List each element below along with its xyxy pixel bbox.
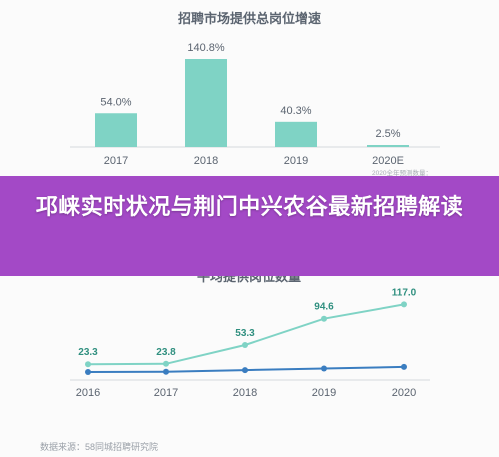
bar-value-label: 140.8% [187,42,225,54]
bar [367,145,409,147]
note-line: 2020全年预测数量： [372,168,432,177]
bar-category-label: 2019 [284,155,308,167]
x-tick-label: 2019 [312,387,336,399]
title-banner: 邛崃实时状况与荆门中兴农谷最新招聘解读 [0,176,499,276]
point-value-label: 23.3 [78,347,98,358]
bar [275,121,317,147]
article-title: 邛崃实时状况与荆门中兴农谷最新招聘解读 [35,194,464,219]
bar-chart-title: 招聘市场提供总岗位增速 [177,11,321,26]
bar [95,113,137,147]
series-point [321,365,327,372]
bar-chart: 54.0% 2017 140.8% 2018 40.3% 2019 2.5% 2020E [70,42,440,167]
bar-category-label: 2018 [194,155,218,167]
bar-category-label: 2020E [372,155,404,167]
x-tick-label: 2017 [154,387,178,399]
series-point [163,360,169,367]
x-tick-label: 2020 [392,387,416,399]
series-point [85,361,91,368]
bar-value-label: 54.0% [100,96,131,108]
point-value-label: 117.0 [392,287,417,298]
bar-value-label: 40.3% [280,105,311,117]
series-point [85,369,91,375]
bar [185,59,227,147]
series-point [401,301,407,308]
series-point [321,315,327,322]
series-point [401,363,407,370]
bar-value-label: 2.5% [375,128,400,140]
point-value-label: 94.6 [314,302,334,313]
x-tick-label: 2016 [76,387,100,399]
point-value-label: 53.3 [235,328,255,339]
data-source: 数据来源：58同城招聘研究院 [40,442,159,452]
x-tick-label: 2018 [233,387,257,399]
line-chart: 23.3 23.8 53.3 94.6 117.0 2016 2017 2018 2019 202… [70,287,430,399]
series-point [242,342,248,348]
bar-category-label: 2017 [104,155,128,167]
point-value-label: 23.8 [156,347,176,358]
series-point [163,368,169,375]
series-point [242,367,248,374]
